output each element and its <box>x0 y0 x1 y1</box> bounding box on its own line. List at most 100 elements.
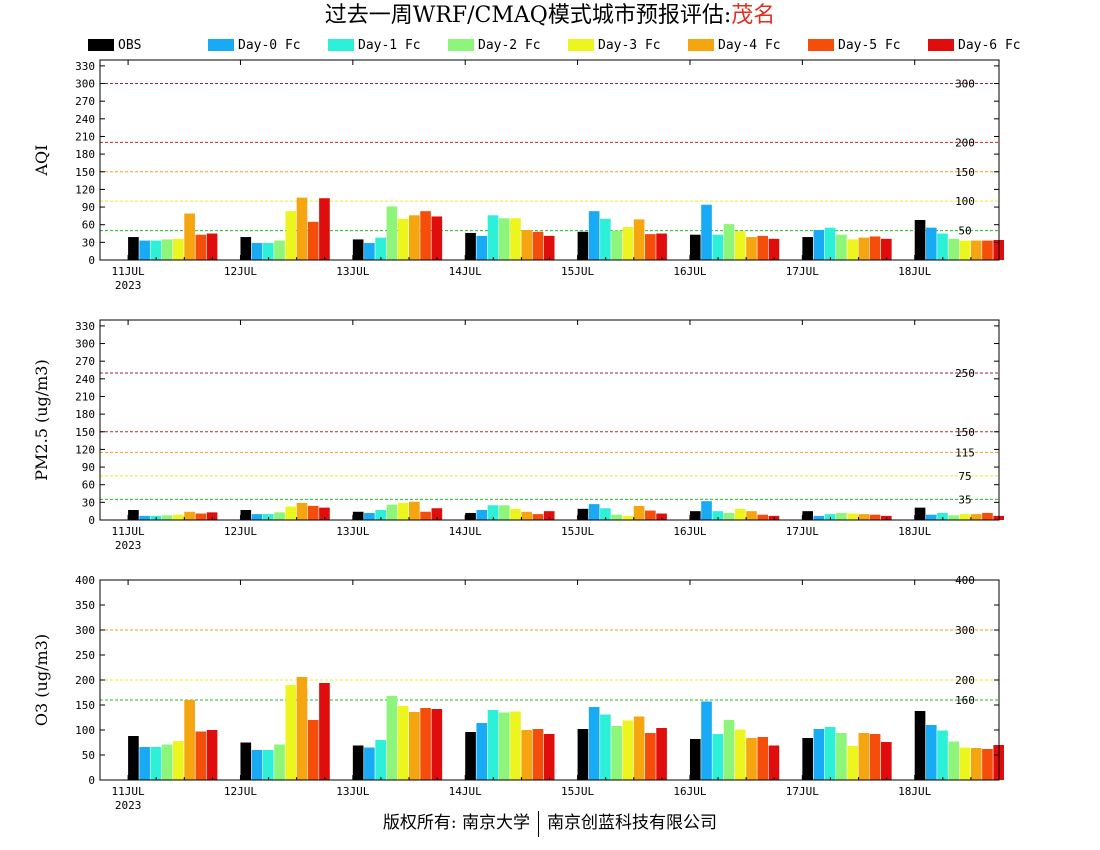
bar-day-3-fc <box>173 238 184 260</box>
x-tick-label: 18JUL <box>898 525 931 538</box>
bar-day-6-fc <box>206 512 218 520</box>
bar-obs <box>465 732 476 780</box>
bar-day-2-fc <box>274 512 285 520</box>
bar-day-2-fc <box>611 726 622 780</box>
bar-obs <box>689 511 701 520</box>
x-tick-label: 14JUL <box>449 525 482 538</box>
bar-day-6-fc <box>319 198 330 260</box>
bar-day-0-fc <box>588 211 600 260</box>
bar-day-0-fc <box>251 750 263 780</box>
legend-swatch <box>88 39 114 51</box>
y-tick-label: 50 <box>82 749 95 762</box>
bar-day-0-fc <box>813 515 825 520</box>
bar-obs <box>914 711 926 780</box>
bar-day-4-fc <box>521 511 533 520</box>
y-tick-label: 0 <box>88 514 95 527</box>
bar-day-5-fc <box>869 236 881 260</box>
bar-day-1-fc <box>262 750 274 780</box>
reference-line-label: 200 <box>955 136 975 149</box>
y-tick-label: 150 <box>75 426 95 439</box>
legend-swatch <box>448 39 474 51</box>
bar-day-0-fc <box>588 504 600 520</box>
bar-day-6-fc <box>768 745 780 780</box>
legend-label: Day-2 Fc <box>478 37 541 53</box>
y-tick-label: 100 <box>75 724 95 737</box>
bar-day-5-fc <box>869 734 881 780</box>
bar-obs <box>128 736 139 780</box>
bar-day-4-fc <box>184 700 195 780</box>
legend: OBS Day-0 Fc Day-1 Fc Day-2 Fc Day-3 Fc Day-4… <box>88 36 1088 54</box>
plot-frame <box>99 319 1000 521</box>
bar-day-2-fc <box>723 512 735 520</box>
bar-obs <box>240 510 252 520</box>
bar-obs <box>128 237 139 260</box>
x-tick-label: 15JUL <box>561 785 594 798</box>
y-tick-label: 120 <box>75 443 95 456</box>
bar-day-4-fc <box>521 230 533 260</box>
bar-day-4-fc <box>970 514 982 520</box>
bar-day-0-fc <box>364 242 375 260</box>
y-tick-label: 90 <box>82 201 95 214</box>
bar-day-4-fc <box>184 511 195 520</box>
bar-day-5-fc <box>532 729 544 780</box>
bar-day-5-fc <box>757 514 769 520</box>
bar-day-2-fc <box>948 515 960 520</box>
legend-label: Day-1 Fc <box>358 37 421 53</box>
bar-day-3-fc <box>959 514 971 520</box>
bar-day-6-fc <box>543 235 555 260</box>
bar-obs <box>352 745 364 780</box>
bar-day-5-fc <box>195 234 207 260</box>
legend-label: Day-5 Fc <box>838 37 901 53</box>
bar-day-1-fc <box>600 714 611 780</box>
bar-day-5-fc <box>869 514 881 520</box>
bar-day-1-fc <box>375 510 386 520</box>
bar-day-4-fc <box>970 240 982 260</box>
bar-day-1-fc <box>150 240 162 260</box>
y-tick-label: 330 <box>75 320 95 333</box>
y-tick-label: 60 <box>82 479 95 492</box>
year-label: 2023 <box>115 279 142 292</box>
bar-day-2-fc <box>161 239 173 260</box>
bar-obs <box>352 239 364 260</box>
y-tick-label: 240 <box>75 373 95 386</box>
bar-obs <box>802 738 813 780</box>
y-tick-label: 210 <box>75 130 95 143</box>
bar-day-3-fc <box>397 218 409 260</box>
bar-day-0-fc <box>813 230 825 260</box>
bar-day-3-fc <box>510 218 521 260</box>
bar-day-4-fc <box>184 213 195 260</box>
bar-day-3-fc <box>397 706 409 780</box>
legend-item-5: Day-4 Fc <box>688 36 781 54</box>
bar-day-1-fc <box>712 734 724 780</box>
bar-day-4-fc <box>633 219 645 260</box>
bar-day-3-fc <box>847 239 858 260</box>
x-tick-label: 12JUL <box>224 265 257 278</box>
y-tick-label: 250 <box>75 649 95 662</box>
bar-day-6-fc <box>319 507 330 520</box>
y-tick-label: 60 <box>82 219 95 232</box>
bar-day-6-fc <box>656 233 667 260</box>
x-tick-label: 16JUL <box>673 265 706 278</box>
bar-day-4-fc <box>746 237 757 260</box>
y-axis-label: PM2.5 (ug/m3) <box>32 359 51 480</box>
legend-label: Day-0 Fc <box>238 37 301 53</box>
bar-day-0-fc <box>701 204 712 260</box>
bar-day-5-fc <box>195 731 207 780</box>
y-tick-label: 200 <box>75 674 95 687</box>
bar-day-2-fc <box>274 744 285 780</box>
bar-day-6-fc <box>431 216 443 260</box>
bar-day-6-fc <box>319 683 330 780</box>
bar-day-2-fc <box>161 744 173 780</box>
bar-day-4-fc <box>409 501 420 520</box>
bar-day-2-fc <box>948 238 960 260</box>
x-tick-label: 11JUL <box>112 265 145 278</box>
bar-day-3-fc <box>622 515 634 520</box>
y-tick-label: 300 <box>75 624 95 637</box>
bar-day-6-fc <box>656 513 667 520</box>
bar-day-2-fc <box>723 224 735 260</box>
y-tick-label: 150 <box>75 166 95 179</box>
bar-day-3-fc <box>510 508 521 520</box>
reference-line-label: 300 <box>955 624 975 637</box>
legend-swatch <box>208 39 234 51</box>
reference-line-label: 75 <box>958 470 971 483</box>
